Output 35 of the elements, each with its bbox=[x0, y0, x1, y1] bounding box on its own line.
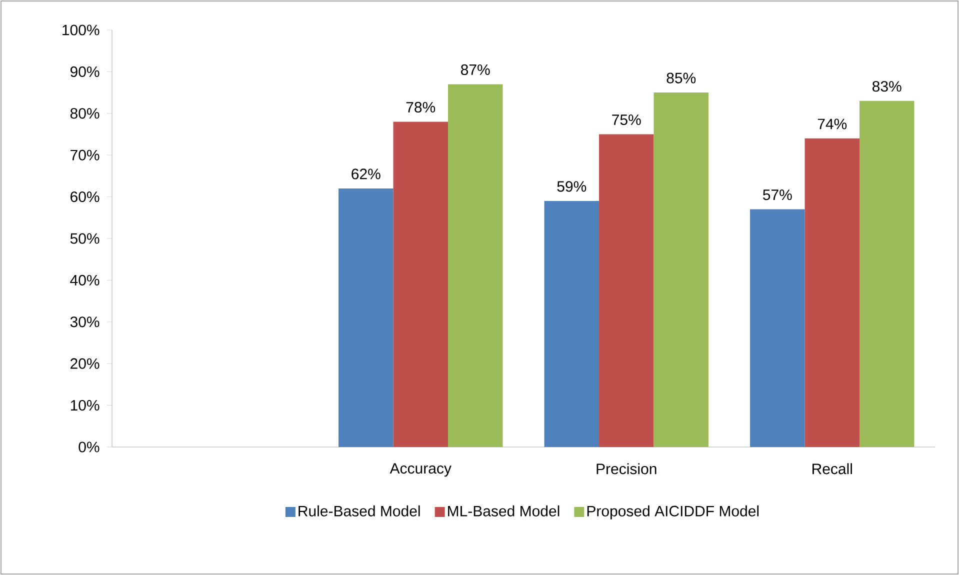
data-label: 74% bbox=[818, 118, 847, 130]
bar bbox=[750, 209, 805, 447]
data-label: 62% bbox=[352, 168, 380, 180]
bar bbox=[859, 100, 914, 447]
data-label: 57% bbox=[762, 190, 792, 200]
bar bbox=[393, 122, 448, 447]
bar bbox=[804, 138, 860, 447]
data-label: 83% bbox=[872, 81, 902, 92]
y-tick-label: 70% bbox=[70, 150, 100, 160]
y-tick-label: 40% bbox=[70, 274, 100, 286]
y-tick-label: 60% bbox=[70, 191, 100, 202]
legend-label: Proposed AICIDDF Model bbox=[587, 505, 759, 520]
y-tick-label: 50% bbox=[70, 233, 100, 244]
y-tick-label: 100% bbox=[62, 24, 100, 36]
x-tick-label: Precision bbox=[596, 463, 656, 474]
data-label: 78% bbox=[406, 102, 436, 113]
bar bbox=[599, 134, 654, 447]
y-tick-label: 90% bbox=[70, 66, 100, 77]
y-tick-label: 30% bbox=[70, 316, 100, 328]
data-label: 59% bbox=[557, 181, 586, 192]
y-tick-label: 0% bbox=[78, 442, 100, 452]
data-label: 85% bbox=[666, 72, 696, 84]
bar bbox=[448, 84, 503, 447]
legend-label: Rule-Based Model bbox=[298, 505, 420, 516]
legend-label: ML-Based Model bbox=[448, 505, 560, 516]
x-tick-label: Accuracy bbox=[390, 463, 452, 477]
y-tick-label: 20% bbox=[70, 358, 100, 369]
y-tick-label: 10% bbox=[70, 400, 100, 411]
data-label: 75% bbox=[612, 114, 641, 126]
data-label: 87% bbox=[461, 64, 490, 75]
y-tick-label: 80% bbox=[70, 108, 100, 119]
bar bbox=[544, 200, 600, 447]
x-tick-label: Recall bbox=[812, 463, 852, 474]
bar bbox=[654, 92, 708, 447]
bar bbox=[338, 188, 394, 447]
